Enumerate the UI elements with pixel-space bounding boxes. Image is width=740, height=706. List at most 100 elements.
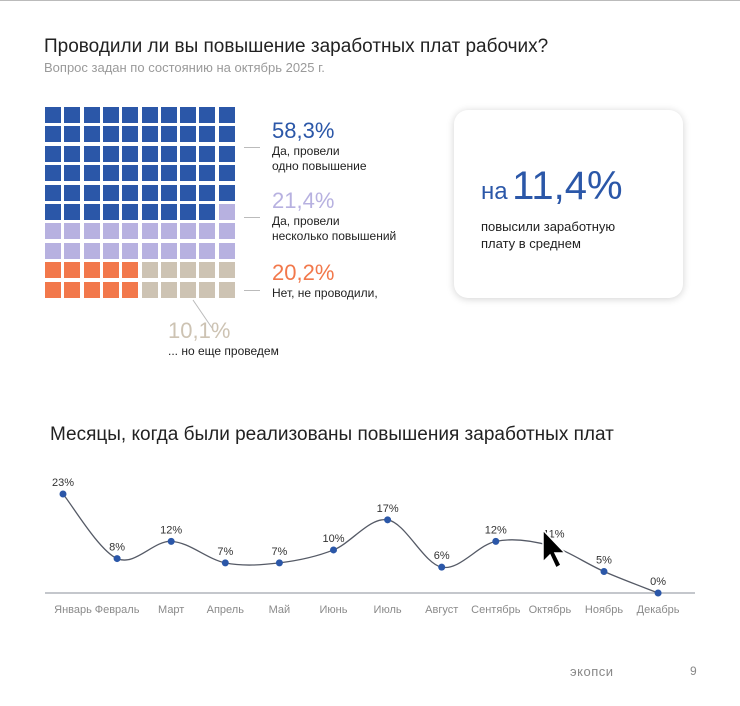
waffle-cell-one <box>199 204 216 220</box>
waffle-cell-one <box>45 145 61 162</box>
waffle-cell-one <box>199 126 216 143</box>
legend-no: 20,2% Нет, не проводили, <box>272 260 378 301</box>
waffle-cell-later <box>141 281 158 298</box>
waffle-cell-later <box>141 262 158 279</box>
waffle-cell-one <box>160 145 177 162</box>
waffle-cell-several <box>83 242 100 259</box>
waffle-cell-several <box>102 223 119 240</box>
data-label: 17% <box>377 503 399 515</box>
data-point <box>167 537 175 545</box>
waffle-cell-one <box>122 165 139 182</box>
waffle-cell-one <box>102 107 119 123</box>
x-tick-label: Июнь <box>320 604 348 616</box>
data-label: 0% <box>650 576 666 588</box>
waffle-cell-no <box>102 262 119 279</box>
waffle-cell-later <box>180 262 197 279</box>
data-label: 7% <box>271 546 287 558</box>
data-point <box>330 546 337 554</box>
waffle-cell-several <box>218 204 235 220</box>
waffle-cell-one <box>64 184 81 201</box>
waffle-cell-one <box>218 184 235 201</box>
waffle-cell-several <box>160 223 177 240</box>
waffle-cell-no <box>102 281 119 298</box>
waffle-cell-one <box>180 204 197 220</box>
leader-line <box>244 217 260 218</box>
waffle-cell-one <box>180 126 197 143</box>
x-tick-label: Июль <box>374 604 402 616</box>
waffle-cell-one <box>160 165 177 182</box>
x-tick-label: Октябрь <box>529 604 572 616</box>
data-label: 7% <box>217 546 233 558</box>
waffle-cell-one <box>180 107 197 123</box>
legend-desc: ... но еще проведем <box>168 344 279 358</box>
data-point <box>654 589 662 597</box>
waffle-cell-one <box>102 184 119 201</box>
waffle-cell-later <box>160 262 177 279</box>
x-tick-label: Май <box>269 604 291 616</box>
waffle-cell-several <box>45 242 61 259</box>
waffle-cell-one <box>218 107 235 123</box>
waffle-cell-one <box>102 165 119 182</box>
data-point <box>384 516 392 524</box>
waffle-cell-several <box>199 242 216 259</box>
waffle-cell-one <box>122 184 139 201</box>
data-point <box>113 555 121 563</box>
waffle-cell-several <box>122 242 139 259</box>
waffle-cell-one <box>180 165 197 182</box>
waffle-cell-one <box>180 145 197 162</box>
legend-pct: 20,2% <box>272 260 335 285</box>
waffle-cell-later <box>199 262 216 279</box>
chart-title: Месяцы, когда были реализованы повышения… <box>50 424 614 445</box>
waffle-cell-later <box>218 262 235 279</box>
data-point <box>492 537 500 545</box>
waffle-cell-one <box>141 126 158 143</box>
waffle-cell-several <box>218 242 235 259</box>
x-tick-label: Март <box>158 604 184 616</box>
legend-desc: несколько повышений <box>272 229 397 243</box>
waffle-cell-one <box>64 145 81 162</box>
average-desc-line: повысили заработную <box>481 219 616 234</box>
average-description: повысили заработную плату в среднем <box>481 218 615 252</box>
waffle-cell-one <box>141 165 158 182</box>
waffle-cell-one <box>102 126 119 143</box>
legend-pct: 58,3% <box>272 118 335 143</box>
waffle-cell-one <box>122 126 139 143</box>
legend-desc: Да, провели <box>272 144 340 158</box>
waffle-cell-no <box>122 262 139 279</box>
waffle-cell-no <box>83 262 100 279</box>
waffle-cell-one <box>64 165 81 182</box>
x-tick-label: Сентябрь <box>471 604 521 616</box>
x-tick-label: Ноябрь <box>585 604 623 616</box>
waffle-cell-several <box>180 223 197 240</box>
data-point <box>438 563 446 571</box>
waffle-cell-one <box>199 165 216 182</box>
waffle-cell-one <box>218 126 235 143</box>
mouse-cursor-icon <box>542 528 567 570</box>
average-value: на 11,4% <box>481 164 623 209</box>
waffle-cell-several <box>141 223 158 240</box>
waffle-cell-one <box>83 126 100 143</box>
average-desc-line: плату в среднем <box>481 236 581 251</box>
waffle-cell-no <box>45 281 61 298</box>
waffle-cell-no <box>45 262 61 279</box>
data-point <box>59 490 67 498</box>
average-increase-card: на 11,4% повысили заработную плату в сре… <box>454 110 683 298</box>
waffle-cell-one <box>122 204 139 220</box>
data-point <box>275 559 283 567</box>
page-subtitle: Вопрос задан по состоянию на октябрь 202… <box>44 60 325 75</box>
legend-later: 10,1% ... но еще проведем <box>168 318 279 359</box>
waffle-cell-one <box>45 204 61 220</box>
page-number: 9 <box>690 664 697 678</box>
x-tick-label: Апрель <box>207 604 245 616</box>
waffle-cell-several <box>122 223 139 240</box>
legend-several: 21,4% Да, провели несколько повышений <box>272 188 396 244</box>
average-number: 11,4% <box>512 164 623 208</box>
line-chart: 23% Январь 8% Февраль 12% Март 7% Апрель 7% Май 10… <box>45 477 695 616</box>
legend-desc: одно повышение <box>272 159 367 173</box>
data-label: 23% <box>52 477 74 489</box>
waffle-cell-one <box>102 145 119 162</box>
waffle-cell-later <box>199 281 216 298</box>
page-title: Проводили ли вы повышение заработных пла… <box>44 36 549 57</box>
waffle-cell-one <box>199 145 216 162</box>
legend-desc: Нет, не проводили, <box>272 286 378 300</box>
